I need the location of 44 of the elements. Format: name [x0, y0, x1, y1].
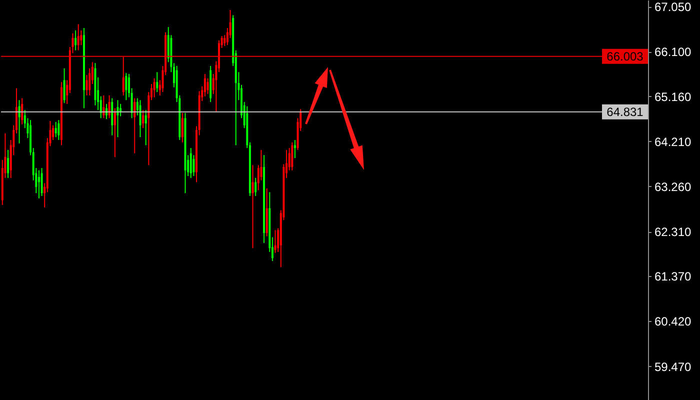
candlestick	[153, 78, 156, 98]
y-tick-label: 64.210	[654, 134, 692, 149]
candlestick	[7, 149, 10, 178]
candlestick	[204, 74, 206, 97]
ref-line-label: 64.831	[606, 104, 644, 119]
candlestick	[54, 121, 57, 138]
candlestick	[63, 68, 66, 104]
candlestick	[105, 103, 108, 120]
candlestick	[111, 98, 114, 136]
candlestick	[102, 94, 105, 119]
y-tick-label: 62.310	[654, 225, 692, 240]
candlestick	[144, 110, 147, 146]
candlestick	[21, 98, 24, 125]
y-tick-label: 60.420	[654, 314, 692, 329]
candlestick	[291, 142, 294, 171]
candlestick	[254, 177, 257, 196]
y-tick-label: 61.370	[654, 270, 692, 284]
candlestick	[74, 30, 77, 51]
candlestick	[252, 164, 254, 249]
y-tick-label: 66.100	[654, 45, 692, 60]
candlestick	[274, 230, 276, 254]
y-tick-label: 59.470	[654, 360, 692, 374]
candlestick	[108, 94, 110, 119]
candlestick	[294, 139, 296, 159]
candlestick	[77, 24, 80, 51]
ref-line-label: 66.003	[606, 49, 644, 64]
candlestick	[206, 78, 209, 94]
candlestick	[122, 56, 124, 96]
candlestick	[58, 120, 60, 140]
candlestick	[120, 103, 122, 117]
candlestick	[125, 72, 128, 101]
candlestick	[156, 72, 158, 93]
y-tick-label: 63.260	[654, 180, 692, 194]
candlestick	[190, 148, 192, 178]
candlestick	[116, 100, 119, 138]
candlestick	[181, 112, 184, 143]
candlestick	[114, 108, 116, 158]
y-tick-label: 67.050	[654, 0, 692, 14]
y-tick-label: 65.160	[654, 90, 692, 104]
candlestick	[134, 98, 136, 154]
candlestick	[139, 100, 142, 138]
candlestick	[40, 167, 43, 196]
candlestick	[142, 110, 144, 129]
candlestick	[38, 170, 40, 199]
